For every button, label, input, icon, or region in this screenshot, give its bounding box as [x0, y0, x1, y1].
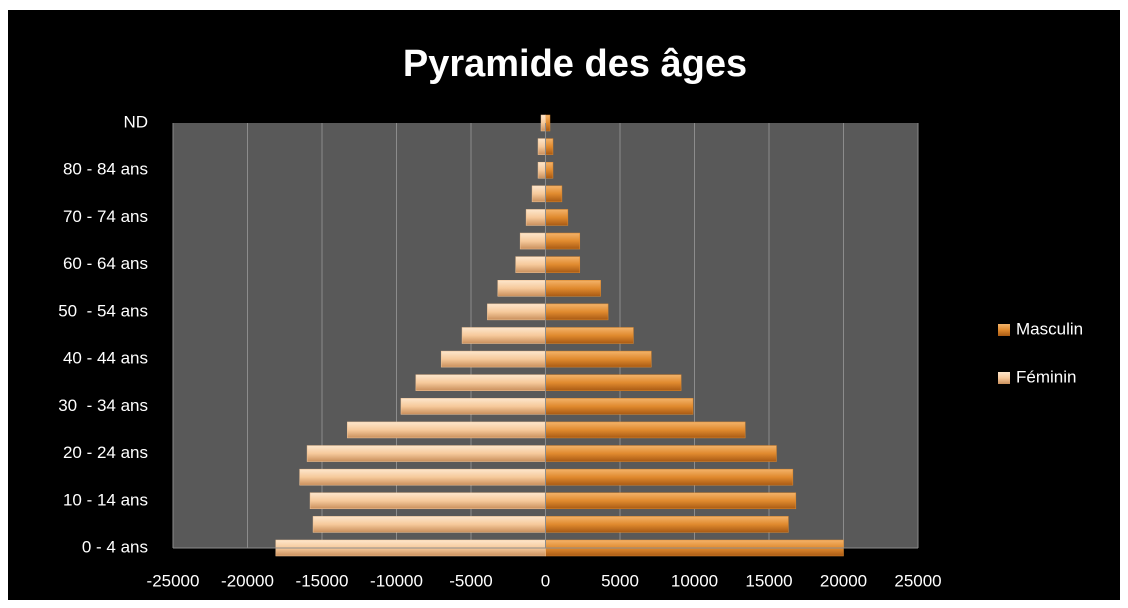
- x-tick-label: -15000: [296, 571, 349, 590]
- bar: [531, 185, 546, 203]
- bar: [415, 374, 546, 391]
- legend-label: Masculin: [1016, 319, 1083, 338]
- bar: [497, 280, 546, 297]
- bar: [347, 421, 546, 439]
- y-tick-label: 60 - 64 ans: [63, 254, 148, 273]
- x-tick-label: 25000: [894, 571, 941, 590]
- x-tick-label: -10000: [370, 571, 423, 590]
- bar: [545, 209, 569, 226]
- x-tick-label: -5000: [449, 571, 492, 590]
- y-tick-label: 20 - 24 ans: [63, 443, 148, 462]
- y-tick-label: 80 - 84 ans: [63, 160, 148, 179]
- y-tick-label: 50 - 54 ans: [58, 301, 148, 320]
- bar: [306, 445, 546, 462]
- bar: [545, 256, 581, 273]
- bar: [545, 492, 797, 510]
- bar: [545, 468, 794, 486]
- x-tick-label: 20000: [820, 571, 867, 590]
- x-tick-label: -25000: [147, 571, 200, 590]
- y-tick-label: 30 - 34 ans: [58, 396, 148, 415]
- y-tick-label: 40 - 44 ans: [63, 349, 148, 368]
- bar: [537, 161, 546, 179]
- legend-swatch: [998, 372, 1010, 384]
- x-tick-label: 5000: [601, 571, 639, 590]
- bar: [545, 161, 554, 179]
- x-tick-label: 0: [541, 571, 550, 590]
- y-tick-label: 10 - 14 ans: [63, 490, 148, 509]
- x-tick-label: 10000: [671, 571, 718, 590]
- bar: [440, 350, 546, 368]
- legend-label: Féminin: [1016, 367, 1076, 386]
- y-tick-label: 0 - 4 ans: [82, 537, 148, 556]
- bar: [545, 138, 554, 155]
- bar: [309, 492, 546, 510]
- bar: [400, 398, 546, 415]
- chart-title: Pyramide des âges: [403, 43, 747, 85]
- y-tick-label: 70 - 74 ans: [63, 207, 148, 226]
- bar: [537, 138, 546, 155]
- bar: [545, 114, 551, 132]
- x-tick-label: 15000: [745, 571, 792, 590]
- bar: [519, 232, 546, 250]
- bar: [545, 185, 563, 203]
- bar: [545, 232, 581, 250]
- bar: [487, 303, 546, 321]
- bar: [545, 327, 634, 344]
- bar: [312, 516, 546, 533]
- bar: [545, 280, 601, 297]
- legend-swatch: [998, 324, 1010, 336]
- bar: [515, 256, 546, 273]
- bar: [540, 114, 546, 132]
- y-tick-label: ND: [123, 112, 148, 131]
- bar: [461, 327, 546, 344]
- x-tick-label: -20000: [221, 571, 274, 590]
- bar: [545, 516, 789, 533]
- bar: [545, 350, 652, 368]
- bar: [545, 445, 777, 462]
- bar: [545, 398, 694, 415]
- bar: [545, 374, 682, 391]
- bar: [545, 421, 746, 439]
- bar: [525, 209, 546, 226]
- bar: [299, 468, 546, 486]
- bar: [545, 303, 609, 321]
